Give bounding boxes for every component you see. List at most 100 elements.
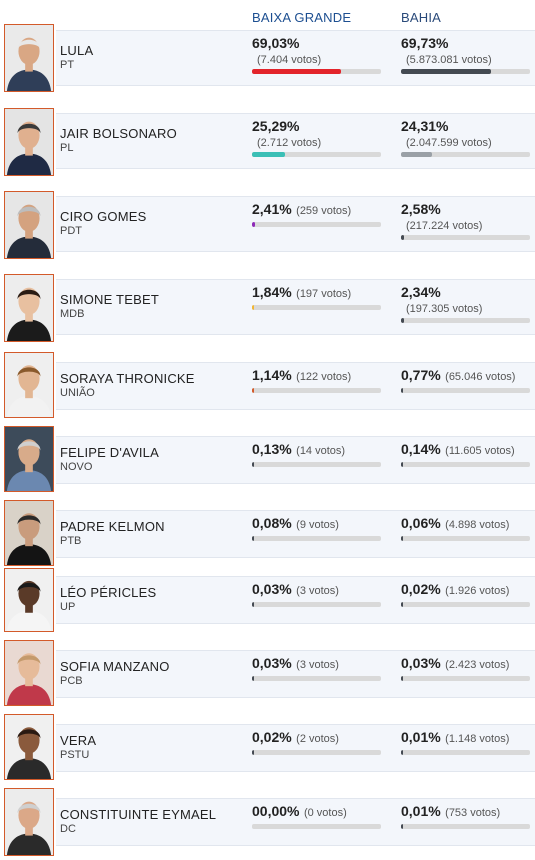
vote-count: (197.305 votos) [406,303,483,315]
vote-share-fill [401,69,491,74]
candidate-name: LULA [60,43,94,58]
percentage: 25,29% [252,118,300,134]
vote-share-fill [401,388,404,393]
percentage: 0,02% [401,581,441,597]
vote-share-fill [401,536,404,541]
percentage: 69,73% [401,35,449,51]
results-header: BAIXA GRANDE BAHIA [0,0,535,30]
candidate-name: FELIPE D'AVILA [60,445,159,460]
result-bahia: 0,77% (65.046 votos) [401,367,531,393]
vote-share-bar [401,750,530,755]
vote-count: (1.148 votos) [445,733,510,745]
percentage: 24,31% [401,118,449,134]
vote-count: (2.423 votos) [445,659,510,671]
candidate-info: FELIPE D'AVILA NOVO [60,445,159,473]
candidate-name: CIRO GOMES [60,209,147,224]
result-baixa-grande: 00,00% (0 votos) [252,803,382,829]
percentage: 1,14% [252,367,292,383]
result-bahia: 2,34% (197.305 votos) [401,284,531,323]
candidate-party: NOVO [60,461,93,473]
soraya-photo [4,352,54,418]
candidate-party: UNIÃO [60,387,95,399]
vote-share-bar [401,69,530,74]
vote-count: (7.404 votos) [257,54,322,66]
candidate-info: CIRO GOMES PDT [60,209,147,237]
vote-share-fill [252,305,255,310]
vote-share-bar [252,602,381,607]
percentage: 0,77% [401,367,441,383]
result-baixa-grande: 1,84% (197 votos) [252,284,382,310]
vote-count: (3 votos) [296,659,339,671]
candidate-party: PTB [60,535,82,547]
result-bahia: 0,06% (4.898 votos) [401,515,531,541]
candidate-party: PL [60,142,74,154]
candidate-name: JAIR BOLSONARO [60,126,177,141]
candidate-info: SORAYA THRONICKE UNIÃO [60,371,195,399]
percentage: 1,84% [252,284,292,300]
vote-share-fill [401,462,404,467]
vote-count: (5.873.081 votos) [406,54,492,66]
result-baixa-grande: 0,08% (9 votos) [252,515,382,541]
vote-share-fill [401,676,404,681]
vote-count: (14 votos) [296,445,346,457]
vote-share-bar [401,676,530,681]
percentage: 0,02% [252,729,292,745]
candidate-party: UP [60,601,76,613]
vote-share-fill [252,222,256,227]
percentage: 0,01% [401,803,441,819]
candidate-row-background [56,362,535,410]
vote-share-fill [252,676,255,681]
result-baixa-grande: 0,02% (2 votos) [252,729,382,755]
result-baixa-grande: 0,03% (3 votos) [252,655,382,681]
vote-share-fill [252,536,255,541]
percentage: 0,14% [401,441,441,457]
vote-share-bar [252,388,381,393]
vote-count: (0 votos) [303,807,347,819]
candidate-row-background [56,650,535,698]
vera-photo [4,714,54,780]
percentage: 0,08% [252,515,292,531]
vote-share-bar [401,462,530,467]
vote-share-bar [401,536,530,541]
ciro-photo [4,191,54,259]
result-bahia: 0,14% (11.605 votos) [401,441,531,467]
vote-share-fill [401,235,405,240]
percentage: 69,03% [252,35,300,51]
column-header-baixa-grande: BAIXA GRANDE [252,10,352,25]
candidate-party: PSTU [60,749,90,761]
vote-share-bar [252,222,381,227]
candidate-name: SIMONE TEBET [60,292,159,307]
candidate-name: SOFIA MANZANO [60,659,170,674]
vote-share-fill [401,318,405,323]
percentage: 0,03% [252,581,292,597]
percentage: 2,41% [252,201,292,217]
candidate-info: CONSTITUINTE EYMAEL DC [60,807,216,835]
vote-share-fill [252,462,255,467]
candidate-info: VERA PSTU [60,733,96,761]
vote-count: (2.047.599 votos) [406,137,492,149]
vote-count: (3 votos) [296,585,339,597]
lula-photo [4,24,54,92]
result-bahia: 0,03% (2.423 votos) [401,655,531,681]
candidate-party: PT [60,59,75,71]
vote-share-fill [401,750,404,755]
candidate-party: MDB [60,308,85,320]
candidate-party: DC [60,823,76,835]
vote-count: (11.605 votos) [445,445,515,457]
candidate-party: PCB [60,675,83,687]
candidate-row-background [56,724,535,772]
vote-share-fill [252,602,255,607]
vote-share-fill [252,388,255,393]
candidate-row-background [56,576,535,624]
result-bahia: 2,58% (217.224 votos) [401,201,531,240]
candidate-info: LULA PT [60,43,93,71]
vote-share-bar [401,388,530,393]
candidate-row-background [56,510,535,558]
vote-share-bar [401,318,530,323]
vote-share-bar [252,462,381,467]
result-baixa-grande: 0,03% (3 votos) [252,581,382,607]
vote-count: (65.046 votos) [445,371,516,383]
percentage: 0,03% [401,655,441,671]
candidate-info: PADRE KELMON PTB [60,519,165,547]
column-header-bahia: BAHIA [401,10,442,25]
